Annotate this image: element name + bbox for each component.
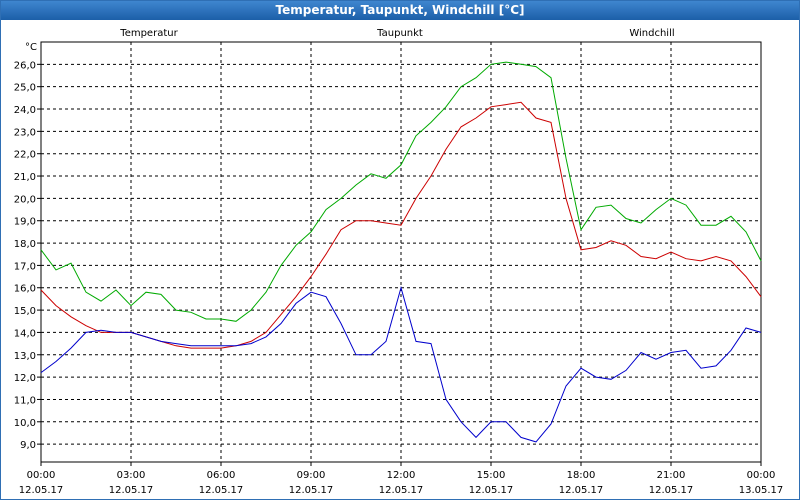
- x-tick-date: 12.05.17: [199, 485, 244, 496]
- legend-windchill: Windchill: [629, 28, 674, 39]
- y-tick-label: 26,0: [14, 60, 36, 71]
- x-tick-date: 12.05.17: [559, 485, 604, 496]
- y-tick-label: 12,0: [14, 373, 36, 384]
- x-tick-time: 00:00: [27, 470, 56, 481]
- series-line-windchill: [40, 61, 762, 322]
- y-axis-unit-label: °C: [25, 42, 37, 53]
- y-tick-label: 13,0: [14, 351, 36, 362]
- y-tick-label: 24,0: [14, 105, 36, 116]
- y-tick-label: 21,0: [14, 172, 36, 183]
- series-lines: [40, 61, 762, 443]
- x-tick-time: 00:00: [747, 470, 776, 481]
- series-line-taupunkt: [40, 285, 762, 443]
- y-tick-label: 22,0: [14, 150, 36, 161]
- legend-temperatur: Temperatur: [119, 28, 178, 39]
- y-tick-label: 10,0: [14, 418, 36, 429]
- x-tick-date: 12.05.17: [19, 485, 64, 496]
- y-tick-label: 9,0: [20, 440, 36, 451]
- x-tick-time: 09:00: [297, 470, 326, 481]
- y-tick-label: 14,0: [14, 328, 36, 339]
- line-chart: 9,0 10,0 11,0 12,0 13,0 14,0 15,0 16,0 17,0 18,0 1…: [14, 28, 784, 496]
- y-tick-label: 19,0: [14, 217, 36, 228]
- x-tick-time: 12:00: [387, 470, 416, 481]
- window-title: Temperatur, Taupunkt, Windchill [°C]: [1, 1, 799, 20]
- x-axis-ticks: 00:00 12.05.17 03:00 12.05.17 06:00 12.05.17 0…: [19, 462, 784, 496]
- x-tick-time: 18:00: [567, 470, 596, 481]
- y-tick-label: 23,0: [14, 127, 36, 138]
- x-tick-time: 15:00: [477, 470, 506, 481]
- y-axis-ticks: 9,0 10,0 11,0 12,0 13,0 14,0 15,0 16,0 17,0 18,0 1…: [14, 60, 41, 451]
- x-tick-time: 21:00: [657, 470, 686, 481]
- y-tick-label: 17,0: [14, 261, 36, 272]
- y-tick-label: 25,0: [14, 83, 36, 94]
- grid-lines: [41, 42, 761, 462]
- x-tick-time: 03:00: [117, 470, 146, 481]
- legend-taupunkt: Taupunkt: [376, 28, 423, 39]
- x-tick-date: 12.05.17: [289, 485, 334, 496]
- y-tick-label: 20,0: [14, 194, 36, 205]
- x-tick-date: 12.05.17: [379, 485, 424, 496]
- x-tick-date: 12.05.17: [649, 485, 694, 496]
- x-tick-date: 13.05.17: [739, 485, 784, 496]
- y-tick-label: 18,0: [14, 239, 36, 250]
- y-tick-label: 11,0: [14, 395, 36, 406]
- x-tick-time: 06:00: [207, 470, 236, 481]
- y-tick-label: 16,0: [14, 284, 36, 295]
- x-tick-date: 12.05.17: [109, 485, 154, 496]
- y-tick-label: 15,0: [14, 306, 36, 317]
- x-tick-date: 12.05.17: [469, 485, 514, 496]
